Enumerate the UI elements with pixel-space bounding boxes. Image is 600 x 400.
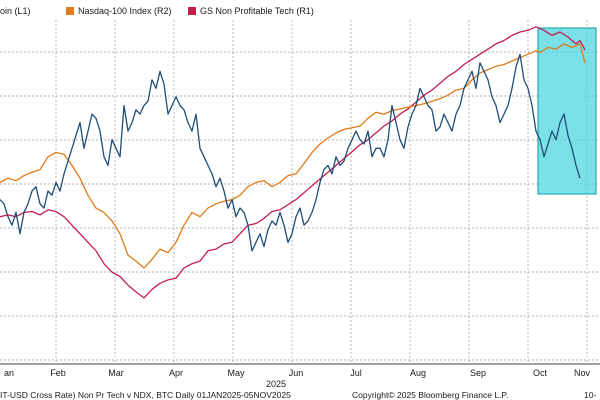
series-group [0, 26, 586, 299]
series-ndx-line [0, 43, 586, 269]
legend-ndx-swatch [66, 7, 74, 15]
footer-tail: 10- [584, 390, 596, 400]
x-tick-label-8: Sep [470, 368, 486, 378]
x-tick-label-2: Mar [108, 368, 124, 378]
footer-left: IT-USD Cross Rate) Non Pr Tech v NDX, BT… [0, 390, 291, 400]
footer-right: Copyright© 2025 Bloomberg Finance L.P. [352, 390, 508, 400]
x-tick-label-10: Nov [574, 368, 591, 378]
series-btc-line [0, 53, 581, 252]
x-axis-ticks: an Feb Mar Apr May Jun Jul Aug Sep Oct Nov [4, 368, 590, 378]
legend-item-gs-label: GS Non Profitable Tech (R1) [200, 6, 314, 16]
legend: oin (L1) Nasdaq-100 Index (R2) GS Non Pr… [0, 3, 600, 19]
highlight-box [537, 27, 597, 195]
legend-item-ndx-label: Nasdaq-100 Index (R2) [78, 6, 172, 16]
x-tick-label-4: May [227, 368, 245, 378]
series-gs-line [0, 26, 586, 299]
x-tick-label-9: Oct [533, 368, 548, 378]
x-tick-label-1: Feb [50, 368, 66, 378]
x-tick-label-6: Jul [350, 368, 362, 378]
x-tick-label-7: Aug [410, 368, 426, 378]
grid [0, 20, 600, 365]
legend-bg [0, 3, 600, 19]
legend-gs-swatch [188, 7, 196, 15]
x-tick-label-5: Jun [289, 368, 304, 378]
legend-item-btc-label: oin (L1) [0, 6, 31, 16]
x-tick-label-3: Apr [169, 368, 183, 378]
x-tick-label-0: an [4, 368, 14, 378]
year-label: 2025 [266, 379, 286, 389]
